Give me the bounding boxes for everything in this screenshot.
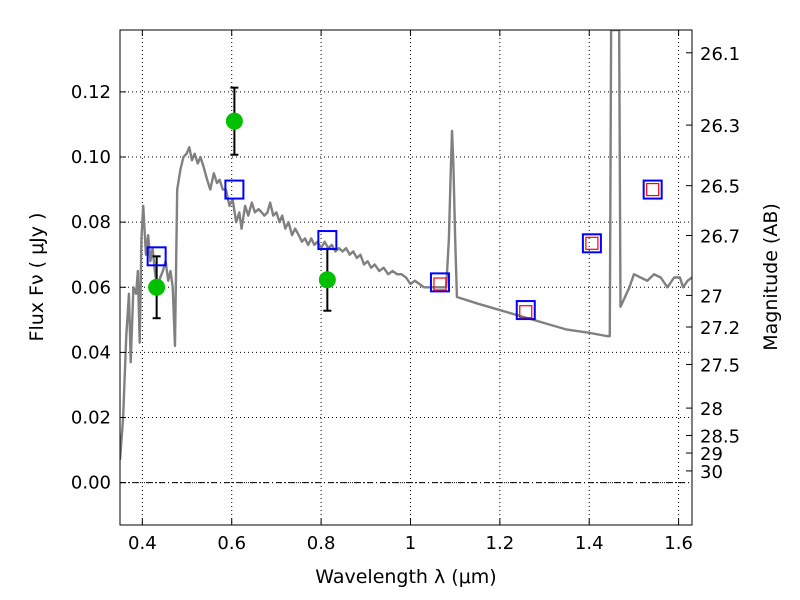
y-tick-label: 0.00	[71, 473, 111, 494]
data-series	[120, 30, 692, 460]
mag-tick-label: 30	[700, 462, 723, 483]
observed-point	[318, 271, 336, 289]
mag-tick-label: 27	[700, 286, 723, 307]
x-axis-label: Wavelength λ (μm)	[315, 566, 496, 588]
x-tick-label: 1	[405, 533, 416, 554]
model-square-blue	[515, 300, 536, 321]
x-tick-label: 0.8	[307, 533, 336, 554]
model-square-red	[646, 182, 660, 197]
y-axis-label: Flux Fν ( μJy )	[26, 213, 48, 342]
mag-tick-label: 26.1	[700, 44, 740, 65]
model-square-blue	[581, 233, 602, 254]
gridlines	[120, 30, 692, 525]
mag-tick-label: 26.5	[700, 177, 740, 198]
mag-tick-label: 29	[700, 444, 723, 465]
model-square-red	[433, 277, 447, 291]
mag-tick-label: 26.7	[700, 226, 740, 247]
x-tick-label: 0.4	[128, 533, 157, 554]
y-tick-label: 0.06	[71, 277, 111, 298]
plot-area	[120, 30, 692, 460]
y-axis-right-label: Magnitude (AB)	[760, 203, 782, 351]
axes: 0.4 0.6 0.8 1 1.2 1.4 1.6 0.00 0.02 0.04 0.06 0.08 0…	[71, 30, 740, 554]
model-square-red	[585, 236, 599, 250]
y-tick-label: 0.02	[71, 408, 111, 429]
model-square-blue	[642, 179, 663, 200]
x-tick-label: 1.6	[664, 533, 693, 554]
observed-point	[225, 112, 243, 130]
mag-tick-label: 26.3	[700, 116, 740, 137]
mag-tick-label: 28.5	[700, 426, 740, 447]
model-square-red	[519, 305, 533, 319]
x-tick-label: 1.4	[575, 533, 604, 554]
observed-point	[148, 278, 166, 296]
y-tick-label: 0.08	[71, 212, 111, 233]
y-tick-label: 0.04	[71, 342, 111, 363]
plot-frame	[119, 29, 693, 526]
mag-tick-label: 27.2	[700, 318, 740, 339]
model-square-blue	[317, 230, 338, 251]
mag-tick-label: 27.5	[700, 355, 740, 376]
y-tick-label: 0.10	[71, 147, 111, 168]
x-tick-label: 1.2	[486, 533, 515, 554]
y-tick-label: 0.12	[71, 82, 111, 103]
model-square-blue	[146, 246, 167, 267]
model-square-blue	[224, 179, 245, 200]
model-square-blue	[429, 272, 450, 293]
mag-tick-label: 28	[700, 399, 723, 420]
model-spectrum-line	[120, 30, 692, 460]
x-tick-label: 0.6	[217, 533, 246, 554]
